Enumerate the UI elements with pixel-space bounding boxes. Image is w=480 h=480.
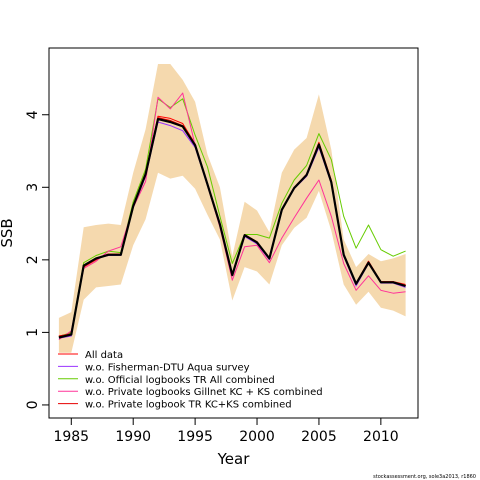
series-lines [58, 92, 406, 341]
legend-label-4: w.o. Private logbook TR KC+KS combined [85, 400, 292, 411]
legend-label-0: All data [85, 350, 123, 361]
legend-label-1: w.o. Fisherman-DTU Aqua survey [85, 362, 250, 373]
series-line-2 [58, 98, 406, 338]
confidence-band-area [58, 64, 406, 353]
x-tick-label: 1985 [53, 429, 89, 445]
x-tick-label: 1990 [115, 429, 151, 445]
legend-label-3: w.o. Private logbooks Gillnet KC + KS co… [85, 387, 323, 398]
x-axis-title: Year [217, 450, 251, 468]
x-axis: 1985 1990 1995 2000 2005 2010 [53, 417, 399, 445]
footer-credit: stockassessment.org, sole3a2013, r1860 [373, 474, 476, 480]
series-line-3 [58, 92, 406, 341]
x-tick-label: 2005 [301, 429, 337, 445]
y-tick-label: 1 [25, 328, 41, 337]
confidence-band [58, 64, 406, 353]
x-tick-label: 2010 [363, 429, 399, 445]
legend-label-2: w.o. Official logbooks TR All combined [85, 375, 275, 386]
y-tick-label: 2 [25, 255, 41, 264]
y-tick-label: 3 [25, 183, 41, 192]
series-line-5 [58, 117, 406, 339]
y-tick-label: 4 [25, 110, 41, 119]
x-tick-label: 2000 [239, 429, 275, 445]
y-tick-label: 0 [25, 400, 41, 409]
x-tick-label: 1995 [177, 429, 213, 445]
y-axis: 0 1 2 3 4 [25, 110, 49, 409]
y-axis-title: SSB [0, 218, 16, 247]
